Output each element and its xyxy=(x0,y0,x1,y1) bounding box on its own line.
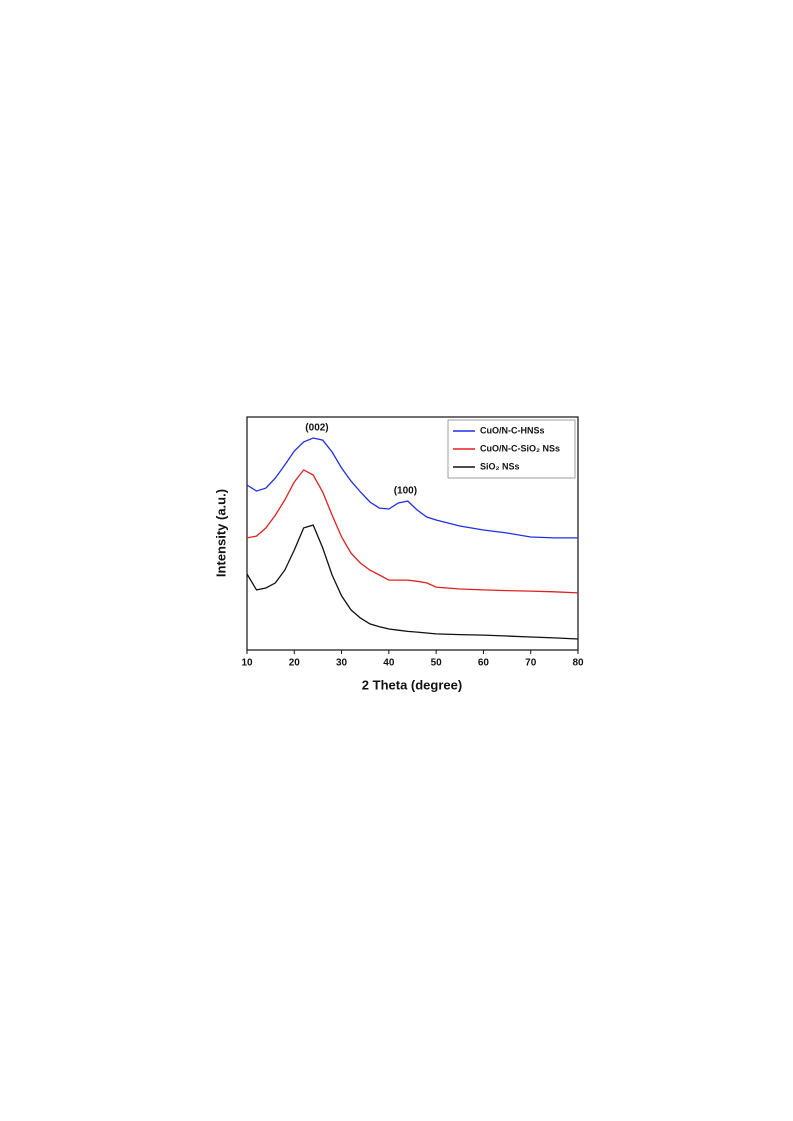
legend-label: CuO/N-C-SiO₂ NSs xyxy=(480,443,560,453)
x-tick-label: 80 xyxy=(572,658,584,669)
x-tick-label: 10 xyxy=(241,658,253,669)
peak-annotation: (002) xyxy=(305,423,328,434)
y-axis-title: Intensity (a.u.) xyxy=(213,489,228,577)
x-axis-title: 2 Theta (degree) xyxy=(362,677,462,692)
x-tick-label: 40 xyxy=(383,658,395,669)
plot-frame xyxy=(246,416,579,651)
x-tick-label: 30 xyxy=(336,658,348,669)
series-line xyxy=(246,469,579,594)
x-tick-label: 50 xyxy=(431,658,443,669)
peak-annotation: (100) xyxy=(394,486,417,497)
legend-label: SiO₂ NSs xyxy=(480,461,520,471)
x-tick-label: 70 xyxy=(525,658,537,669)
x-tick-label: 60 xyxy=(478,658,490,669)
series-line xyxy=(246,437,578,539)
legend-label: CuO/N-C-HNSs xyxy=(480,425,545,435)
x-tick-label: 20 xyxy=(289,658,301,669)
series-line xyxy=(246,524,579,640)
